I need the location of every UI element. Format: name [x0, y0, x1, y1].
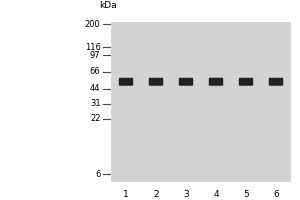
- Text: 6: 6: [273, 190, 279, 199]
- Text: 5: 5: [243, 190, 249, 199]
- Text: 6: 6: [95, 170, 100, 179]
- Text: 22: 22: [90, 114, 101, 123]
- Text: 4: 4: [213, 190, 219, 199]
- Text: 200: 200: [85, 20, 101, 29]
- Text: 116: 116: [85, 43, 101, 52]
- Text: 66: 66: [90, 67, 101, 76]
- Text: 1: 1: [123, 190, 129, 199]
- Text: 2: 2: [153, 190, 159, 199]
- Text: 3: 3: [183, 190, 189, 199]
- Text: 44: 44: [90, 84, 101, 93]
- Text: 31: 31: [90, 99, 101, 108]
- Text: 97: 97: [90, 51, 101, 60]
- Text: kDa: kDa: [99, 1, 117, 10]
